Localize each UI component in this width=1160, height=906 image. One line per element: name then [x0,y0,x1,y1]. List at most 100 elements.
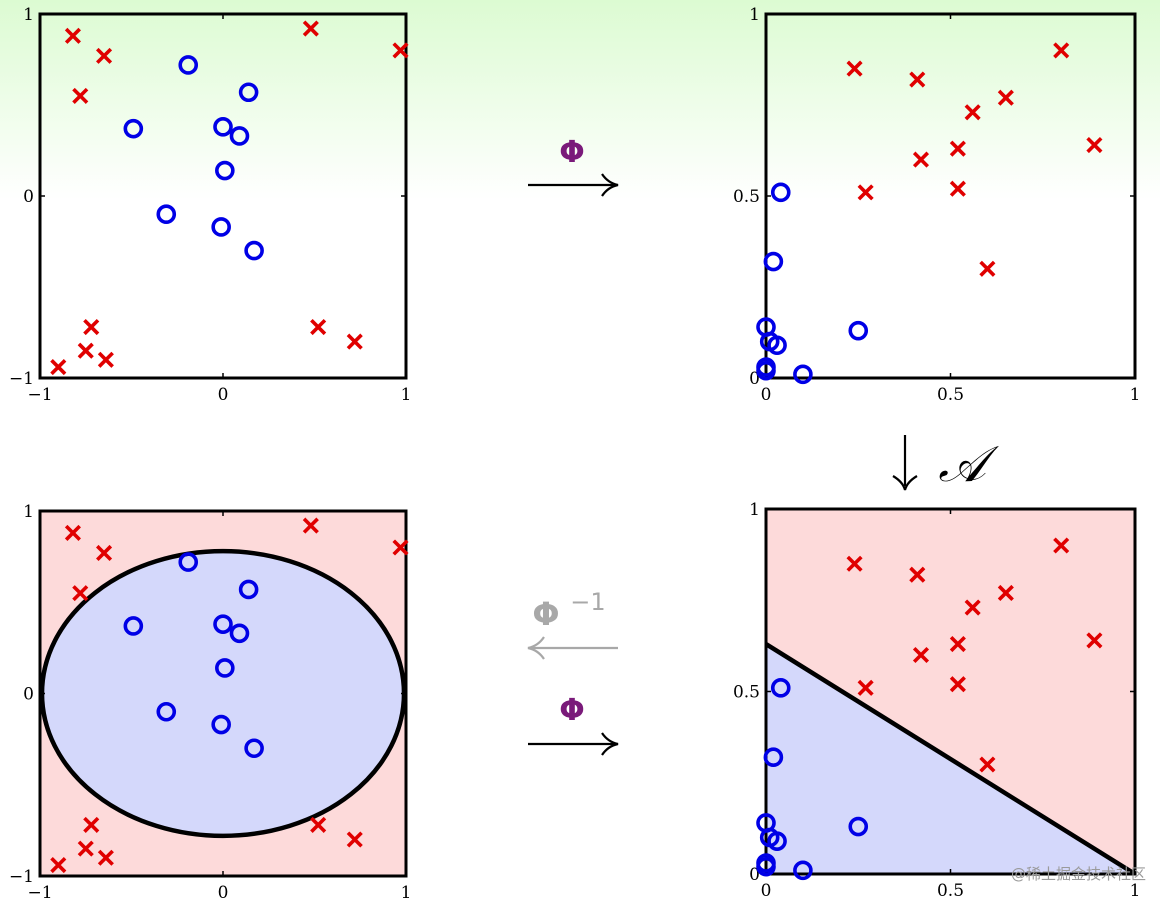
cross-marker [96,47,113,64]
circle-marker [238,82,259,103]
cross-marker [979,260,996,277]
y-tick-label: 0 [749,865,760,885]
x-tick-label: 1 [1130,385,1141,405]
cross-marker [302,517,319,534]
cross-marker [97,351,114,368]
x-tick-label: 0.5 [937,881,964,901]
cross-marker [979,756,996,773]
circle-marker [215,160,235,181]
cross-marker [949,676,966,693]
down-arrow-head [892,475,918,491]
circle-marker [215,658,235,678]
decision-boundary-line [766,642,1135,874]
cross-marker [64,27,81,44]
cross-marker [949,140,966,157]
cross-marker [1053,42,1070,59]
cross-marker [83,816,100,833]
circle-marker [756,856,776,877]
x-tick-label: 0 [218,385,229,405]
boundary-group [766,642,1135,874]
circle-marker [123,616,144,636]
circle-marker [156,701,177,722]
x-tick-label: 1 [1130,881,1141,901]
phi-label-bottom: Φ [559,693,585,728]
circle-marker [244,240,264,261]
circle-marker [763,747,784,768]
cross-marker [912,151,930,168]
circle-marker [767,831,787,851]
circle-marker [756,360,776,381]
circle-marker [211,217,231,237]
cross-marker [1086,632,1103,649]
cross-marker [302,20,319,37]
y-tick-label: 1 [23,5,34,25]
x-tick-label: 0.5 [937,385,964,405]
cross-marker [310,318,327,336]
cross-marker [96,544,113,562]
cross-marker [50,857,67,874]
cross-marker [949,636,966,653]
y-tick-label: 0 [749,369,760,389]
cross-marker [912,646,930,664]
cross-marker [72,87,89,104]
cross-marker [392,539,409,556]
circle-marker [229,623,250,644]
circle-marker [848,816,869,837]
plot-feature-space: 0 0.5 1 0 0.5 1 [733,5,1140,405]
cross-marker [846,555,863,572]
cross-marker [997,89,1014,106]
plot-feature-space-classified: 0 0.5 1 0 0.5 1 [733,500,1140,901]
cross-marker [346,831,363,848]
circle-marker [178,552,199,572]
x-tick-label: 0 [218,883,229,903]
cross-marker [997,584,1014,601]
left-arrow-head [527,636,545,660]
circle-marker [770,182,791,203]
cross-marker [77,342,94,359]
y-tick-label: 1 [749,5,760,25]
y-tick-label: 1 [749,500,760,520]
phi-inverse-label: Φ [532,595,559,633]
algorithm-arrow: 𝒜 [892,435,999,493]
circle-marker [244,738,264,759]
plot-input-space-classified: −1 0 1 −1 0 1 [9,502,411,903]
cross-marker [909,566,926,583]
phi-arrow-bottom: Φ [528,693,619,756]
background-gradient [0,0,1160,200]
boundary-group [40,548,406,839]
y-tick-label: −1 [9,867,34,887]
cross-marker [346,333,363,350]
phi-inverse-arrow: Φ −1 [527,588,618,660]
y-tick-label: 0 [23,187,34,207]
circle-marker [211,714,231,735]
circle-marker [213,117,233,137]
cross-marker [909,71,926,88]
cross-marker [949,180,966,197]
x-tick-label: 0 [761,385,772,405]
circle-marker [178,55,199,75]
y-tick-label: −1 [9,369,34,389]
cross-marker [50,359,67,376]
x-tick-label: 1 [401,385,412,405]
x-tick-label: 1 [401,883,412,903]
cross-marker [857,184,874,201]
phi-inverse-superscript: −1 [570,588,605,616]
y-tick-label: 0.5 [733,683,760,703]
cross-marker [392,42,409,59]
cross-marker [857,679,874,696]
circle-marker [793,364,813,385]
cross-marker [1086,136,1103,154]
right-arrow-head [601,732,619,756]
y-tick-label: 0.5 [733,187,760,207]
circle-marker [213,614,233,634]
circle-marker [156,204,177,224]
circle-marker [770,678,791,698]
x-tick-label: −1 [27,883,52,903]
circle-marker [763,251,784,272]
cross-marker [97,849,114,866]
cross-marker [310,816,327,833]
cross-marker [1053,537,1070,554]
circle-marker [793,860,813,881]
x-tick-label: 0 [761,881,772,901]
